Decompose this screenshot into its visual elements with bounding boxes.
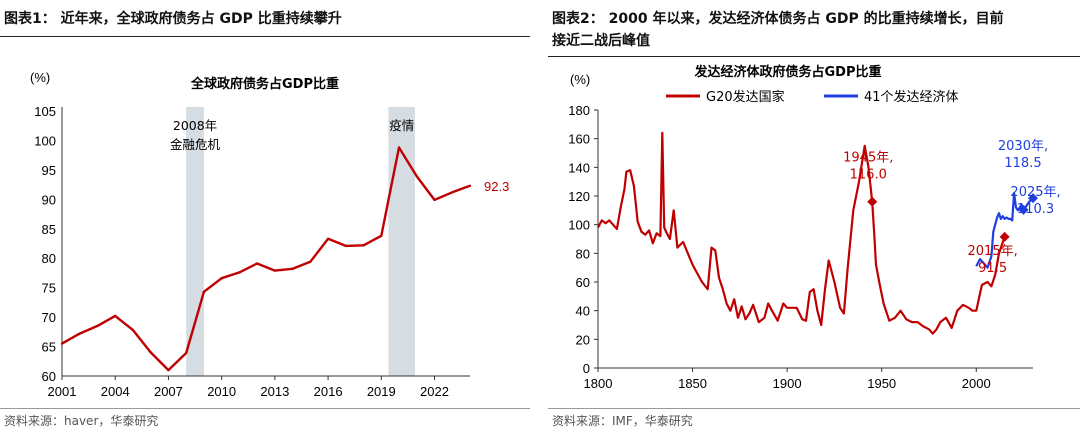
y-tick-label: 75 — [42, 281, 56, 296]
annotation-marker — [867, 196, 878, 207]
data-point — [184, 351, 188, 355]
shaded-region — [388, 107, 416, 376]
x-tick-label: 2016 — [314, 384, 343, 399]
annotation-label: 2030年, — [998, 139, 1048, 154]
y-tick-label: 140 — [568, 160, 590, 175]
left-chart-panel: 图表1： 近年来，全球政府债务占 GDP 比重持续攀升 全球政府债务占GDP比重… — [0, 0, 530, 440]
y-tick-label: 120 — [568, 189, 590, 204]
y-tick-label: 60 — [42, 369, 56, 384]
series-line — [597, 131, 1006, 335]
annotation-label: 118.5 — [1004, 156, 1041, 171]
data-point — [60, 342, 64, 345]
y-tick-label: 180 — [568, 103, 590, 118]
x-tick-label: 1850 — [678, 376, 707, 391]
data-point — [255, 262, 259, 265]
data-point — [131, 328, 135, 332]
y-tick-label: 65 — [42, 340, 56, 355]
annotation-label: 2025年, — [1010, 185, 1060, 200]
shaded-region-label: 金融危机 — [170, 137, 221, 152]
data-point — [326, 237, 330, 240]
legend-label: G20发达国家 — [706, 89, 785, 105]
x-tick-label: 2004 — [101, 384, 130, 399]
data-point — [433, 198, 436, 202]
chart-title: 发达经济体政府债务占GDP比重 — [694, 64, 882, 80]
annotation-marker — [1028, 193, 1038, 204]
x-tick-label: 2000 — [962, 376, 991, 391]
y-tick-label: 40 — [576, 304, 590, 319]
source-rule — [548, 408, 1080, 409]
annotation-label: 2015年, — [968, 244, 1018, 259]
shaded-region-label: 疫情 — [389, 118, 414, 133]
series-line — [61, 146, 471, 372]
end-value-label: 92.3 — [484, 179, 509, 194]
right-chart-panel: 图表2： 2000 年以来，发达经济体债务占 GDP 的比重持续增长，目前 接近… — [548, 0, 1080, 440]
source-note: 资料来源：IMF，华泰研究 — [552, 414, 693, 428]
data-point — [220, 277, 223, 280]
y-tick-label: 0 — [583, 361, 590, 376]
annotation-marker — [1018, 204, 1029, 215]
data-point — [362, 244, 365, 247]
annotation-label: 1945年, — [843, 151, 893, 166]
y-tick-label: 80 — [42, 251, 56, 266]
y-tick-label: 70 — [42, 310, 56, 325]
data-point — [149, 351, 152, 354]
x-tick-label: 2001 — [48, 384, 77, 399]
title-rule — [548, 56, 1080, 57]
data-point — [273, 269, 277, 272]
data-point — [238, 271, 241, 274]
annotation-label: 116.0 — [850, 168, 887, 183]
source-rule — [0, 408, 530, 409]
y-tick-label: 100 — [34, 133, 56, 148]
data-point — [397, 146, 401, 149]
data-point — [202, 290, 206, 293]
y-tick-label: 95 — [42, 163, 56, 178]
data-point — [78, 332, 81, 335]
line-chart-right: 发达经济体政府债务占GDP比重 (%) G20发达国家 41个发达经济体 0 20 40 60… — [568, 64, 1060, 391]
data-point — [167, 368, 170, 372]
title-rule — [0, 36, 530, 37]
x-tick-label: 2013 — [260, 384, 289, 399]
x-tick-label: 1900 — [773, 376, 802, 391]
data-point — [291, 267, 294, 271]
legend-label: 41个发达经济体 — [864, 89, 959, 105]
data-point — [96, 324, 99, 328]
source-note: 资料来源：haver，华泰研究 — [4, 414, 159, 428]
y-tick-label: 90 — [42, 192, 56, 207]
x-tick-label: 1800 — [584, 376, 613, 391]
x-tick-label: 2019 — [367, 384, 396, 399]
y-tick-label: 80 — [576, 246, 590, 261]
data-point — [415, 175, 418, 178]
data-point — [344, 244, 348, 248]
y-tick-label: 105 — [34, 104, 56, 119]
unit-label: (%) — [570, 72, 590, 87]
unit-label: (%) — [30, 70, 50, 85]
y-tick-label: 160 — [568, 132, 590, 147]
data-point — [380, 234, 383, 238]
data-point — [309, 260, 312, 263]
annotation-marker — [999, 231, 1010, 242]
annotation-label: 110.3 — [1017, 202, 1054, 217]
y-tick-label: 85 — [42, 222, 56, 237]
data-point — [468, 184, 472, 187]
x-tick-label: 1950 — [867, 376, 896, 391]
figure-title-line: 接近二战后峰值 — [552, 33, 650, 49]
data-point — [451, 191, 454, 194]
y-tick-label: 20 — [576, 332, 590, 347]
data-point — [114, 314, 117, 318]
y-tick-label: 100 — [568, 218, 590, 233]
chart-title: 全球政府债务占GDP比重 — [190, 76, 339, 92]
x-tick-label: 2022 — [420, 384, 449, 399]
figure-title: 图表1： 近年来，全球政府债务占 GDP 比重持续攀升 — [4, 11, 342, 27]
x-tick-label: 2007 — [154, 384, 183, 399]
shaded-region-label: 2008年 — [173, 118, 217, 133]
annotation-label: 91.5 — [978, 261, 1007, 276]
x-tick-label: 2010 — [207, 384, 236, 399]
figure-title-line: 图表2： 2000 年以来，发达经济体债务占 GDP 的比重持续增长，目前 — [552, 11, 1004, 27]
figure-title: 图表2： 2000 年以来，发达经济体债务占 GDP 的比重持续增长，目前 接近… — [552, 8, 1072, 52]
y-tick-label: 60 — [576, 275, 590, 290]
